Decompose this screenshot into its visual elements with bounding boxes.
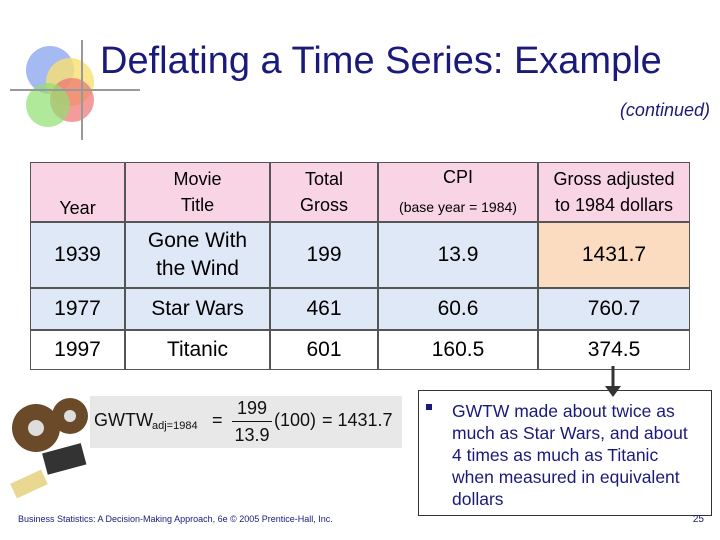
header-line: Movie [173,169,222,189]
header-line: Year [59,198,96,218]
formula-sub: adj=1984 [152,420,198,432]
film-reel-icon [10,398,88,499]
header-line: CPI [442,167,473,187]
table-cell: 60.6 [378,288,538,330]
table-cell: 1977 [30,288,125,330]
header-cell: Total Gross [270,162,378,222]
fraction-bar [232,421,272,422]
header-cell: Gross adjusted to 1984 dollars [538,162,690,222]
table-cell: 374.5 [538,330,690,370]
table-cell: 760.7 [538,288,690,330]
table-cell: 13.9 [378,222,538,288]
formula-result: = 1431.7 [322,410,393,430]
subtitle: (continued) [619,100,710,120]
formula-num: 199 [236,398,268,418]
table-cell: 1997 [30,330,125,370]
bullet-text: GWTW made about twice as much as Star Wa… [452,401,688,509]
header-cell: CPI (base year = 1984) [378,162,538,222]
note-box [418,390,712,516]
table-cell: Star Wars [125,288,270,330]
header-line: to 1984 dollars [554,195,674,215]
logo [10,40,140,140]
header-line: (base year = 1984) [399,199,517,215]
table-cell: 461 [270,288,378,330]
table-cell: 1431.7 [538,222,690,288]
bullet-marker [426,404,432,410]
table-cell: 199 [270,222,378,288]
footer: Business Statistics: A Decision-Making A… [18,514,333,524]
table-cell: 601 [270,330,378,370]
table-cell: Titanic [125,330,270,370]
formula-factor: (100) [274,410,317,430]
table-cell: 1939 [30,222,125,288]
header-cell: Year [30,162,125,222]
formula-lhs: GWTW [94,410,153,430]
formula: GWTW adj=1984 = 199 13.9 (100) = 1431.7 [90,396,402,448]
page-number: 25 [692,514,704,525]
formula-eq: = [212,410,223,430]
table-cell: 160.5 [378,330,538,370]
formula-den: 13.9 [234,425,270,445]
table-cell: Gone With the Wind [125,222,270,288]
header-line: Title [180,195,215,215]
arrow [605,366,621,397]
header-cell: Movie Title [125,162,270,222]
title: Deflating a Time Series: Example [100,40,662,82]
header-line: Total [304,169,344,189]
header-line: Gross adjusted [553,169,675,189]
header-line: Gross [299,195,348,215]
